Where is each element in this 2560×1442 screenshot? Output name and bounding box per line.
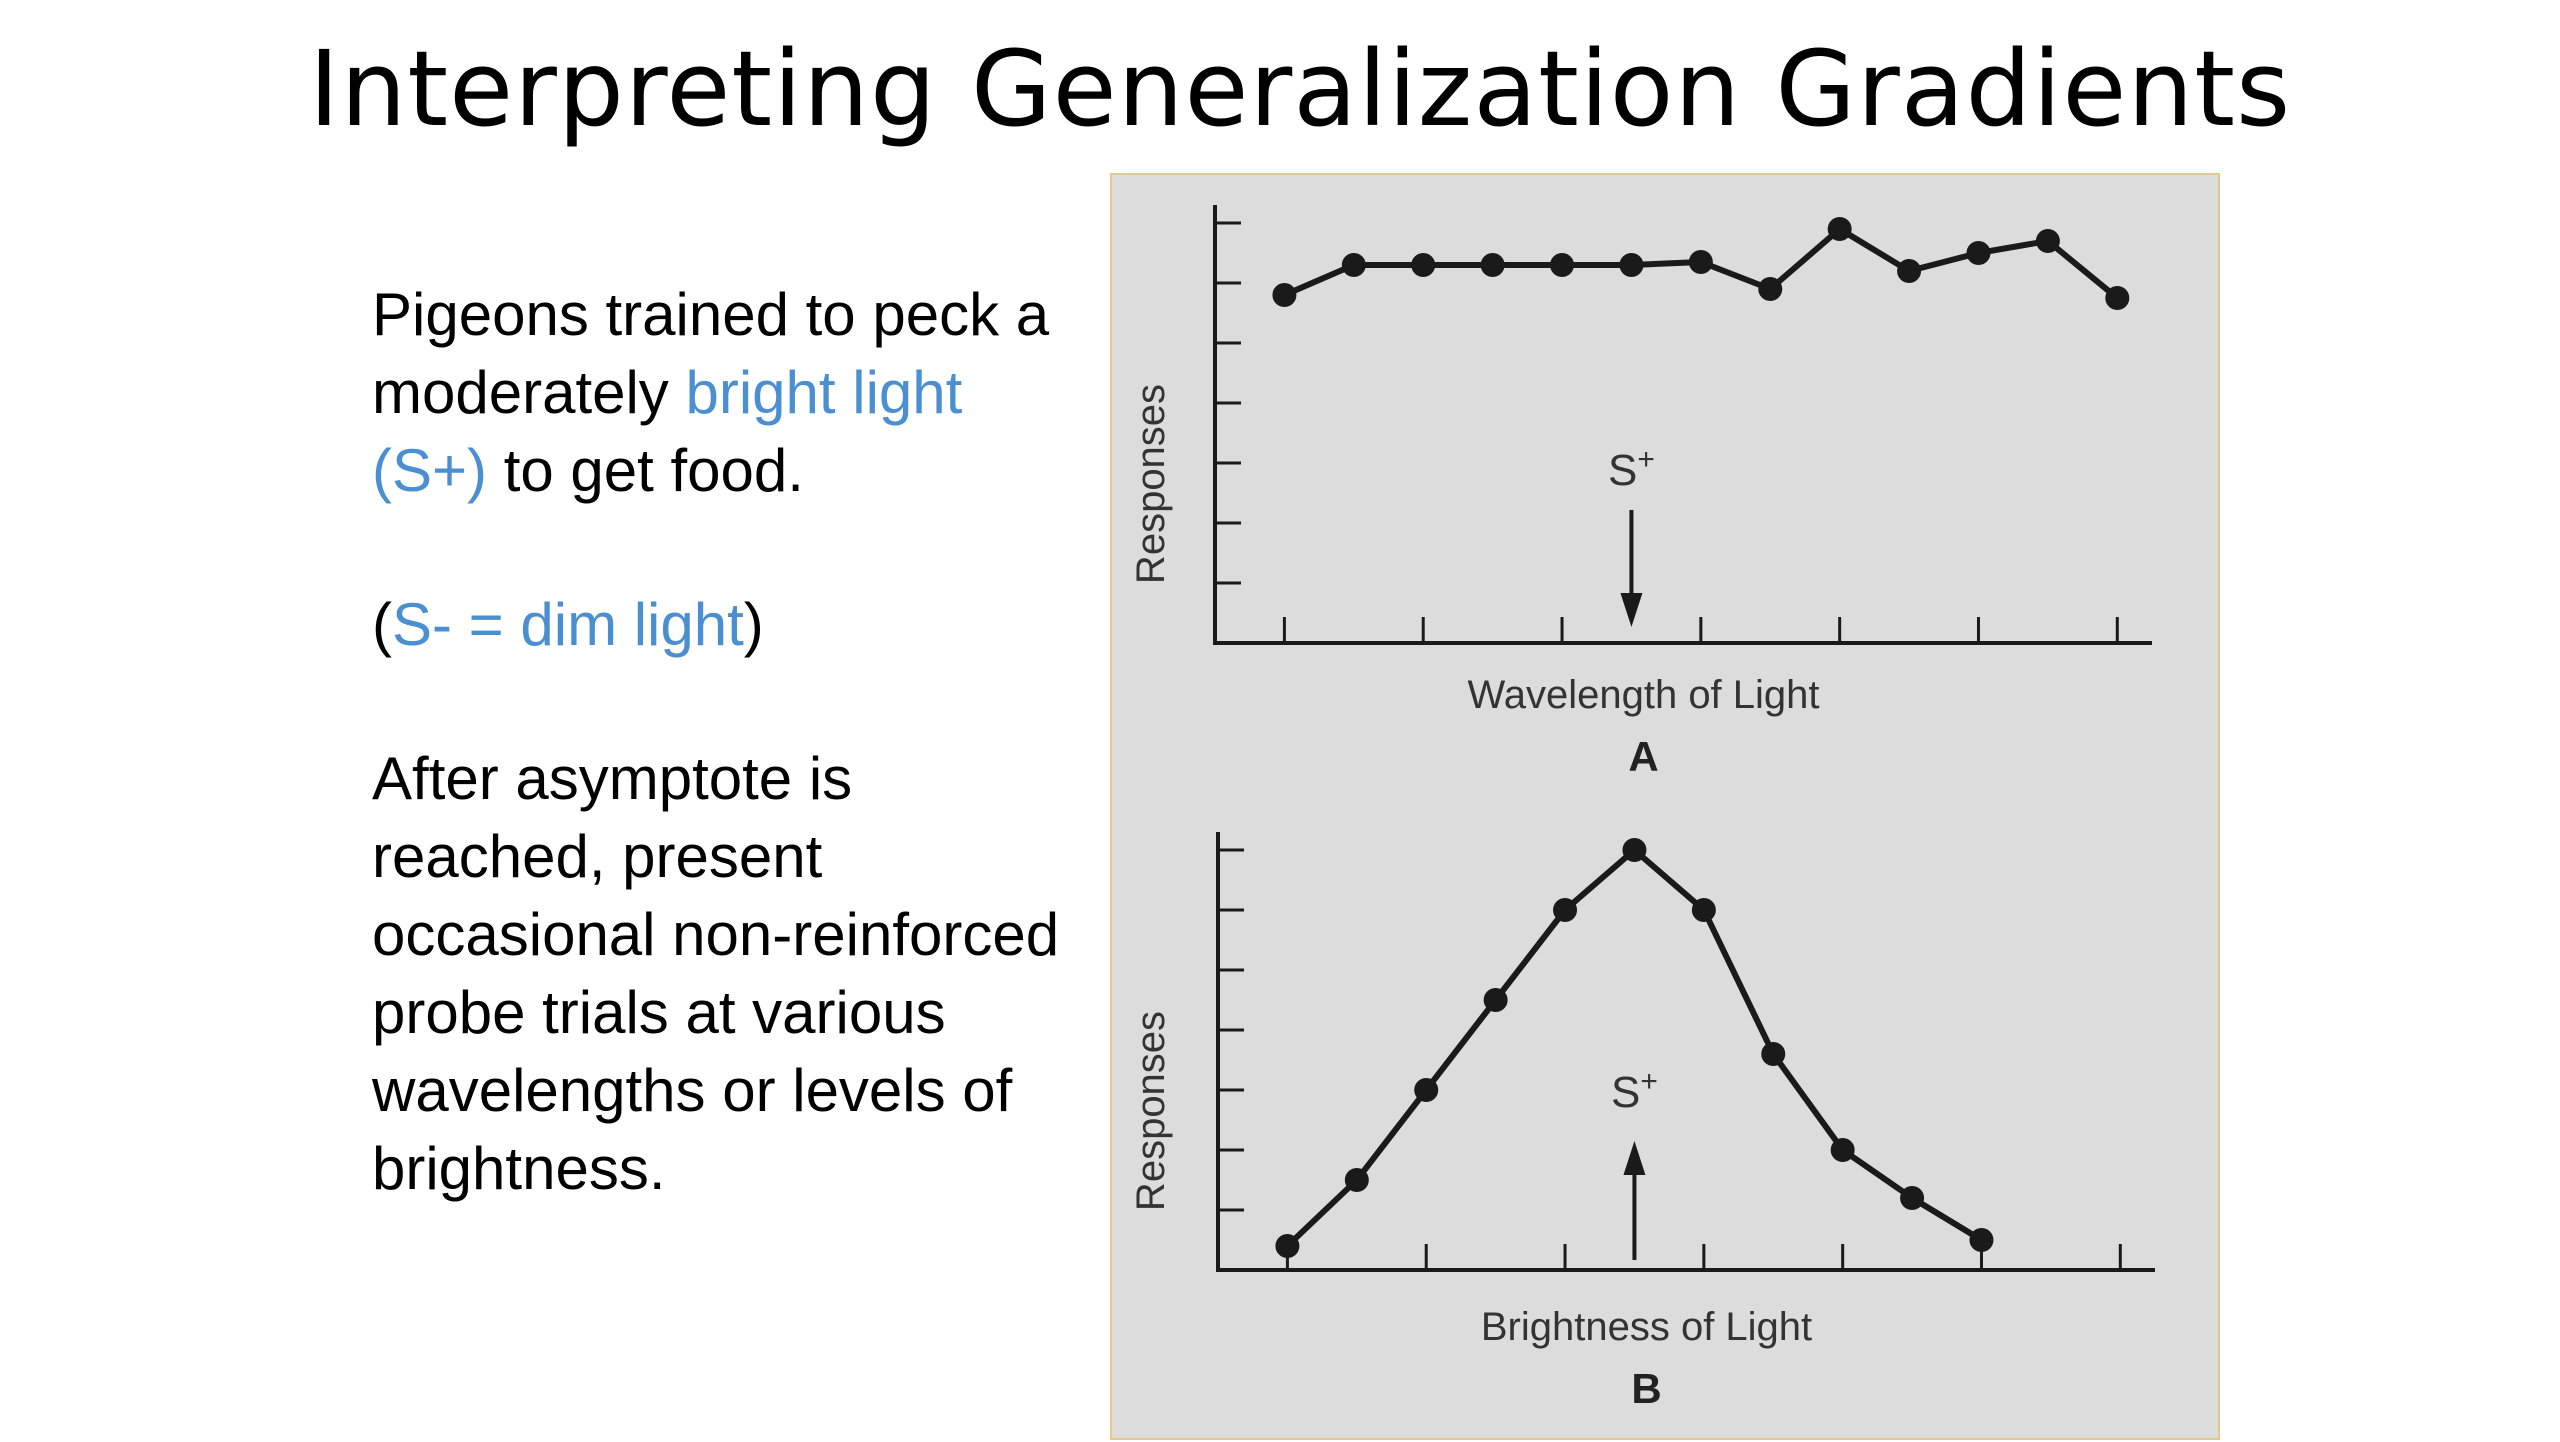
slide-body-text: Pigeons trained to peck a moderately bri… (372, 276, 1092, 1284)
data-point (1900, 1186, 1925, 1210)
data-point (1688, 250, 1713, 274)
paragraph-probe-trials: After asymptote is reached, present occa… (372, 745, 1060, 1202)
data-point (1761, 1042, 1786, 1066)
paragraph-s-minus: (S- = dim light) (372, 586, 1092, 664)
data-point (1272, 283, 1297, 307)
chart-svg: S+ Wavelength of Light Responses A S+ Br… (1129, 205, 2155, 1412)
panel-a-y-label: Responses (1129, 384, 1173, 584)
data-point (2105, 286, 2130, 310)
data-point (1550, 253, 1575, 277)
data-point (1619, 253, 1644, 277)
data-point (1897, 259, 1922, 283)
training-text-end: to get food. (487, 437, 804, 504)
data-point (1553, 898, 1578, 922)
highlight-bright-light: bright light (S+) (372, 359, 963, 504)
paren-open: ( (372, 591, 392, 658)
data-point (1830, 1138, 1855, 1162)
data-point (1966, 241, 1991, 265)
data-point (1622, 838, 1647, 862)
training-text-start: Pigeons trained to peck a moderately (372, 281, 1050, 426)
paragraph-training: Pigeons trained to peck a moderately bri… (372, 276, 1092, 510)
figure-generalization-gradients: S+ Wavelength of Light Responses A S+ Br… (1110, 173, 2220, 1440)
panel-b-letter: B (1631, 1365, 1661, 1412)
panel-a-letter: A (1628, 733, 1658, 780)
slide-title: Interpreting Generalization Gradients (308, 28, 2292, 150)
panel-b-ticks (1218, 848, 2122, 1270)
data-point (1969, 1228, 1994, 1252)
data-point (1341, 253, 1366, 277)
highlight-dim-light: S- = dim light (391, 591, 744, 658)
data-point (2035, 229, 2060, 253)
panel-b-arrowhead (1623, 1141, 1646, 1175)
panel-a-points (1272, 217, 2130, 310)
panel-a-arrowhead (1620, 593, 1643, 627)
panel-a-wavelength: S+ Wavelength of Light Responses A (1129, 205, 2152, 780)
data-point (1480, 253, 1505, 277)
data-point (1758, 277, 1783, 301)
panel-b-y-label: Responses (1129, 1011, 1173, 1211)
paren-close: ) (743, 591, 764, 658)
data-point (1827, 217, 1852, 241)
data-point (1344, 1168, 1369, 1192)
panel-b-brightness: S+ Brightness of Light Responses B (1129, 832, 2155, 1412)
panel-a-ticks (1215, 221, 2119, 643)
data-point (1691, 898, 1716, 922)
panel-b-splus-label: S+ (1611, 1065, 1658, 1117)
data-point (1411, 253, 1436, 277)
panel-b-points (1275, 838, 1994, 1258)
data-point (1275, 1234, 1300, 1258)
panel-a-splus-label: S+ (1608, 443, 1655, 495)
panel-a-x-label: Wavelength of Light (1467, 673, 1819, 717)
panel-b-x-label: Brightness of Light (1481, 1305, 1812, 1349)
data-point (1483, 988, 1508, 1012)
data-point (1414, 1078, 1439, 1102)
